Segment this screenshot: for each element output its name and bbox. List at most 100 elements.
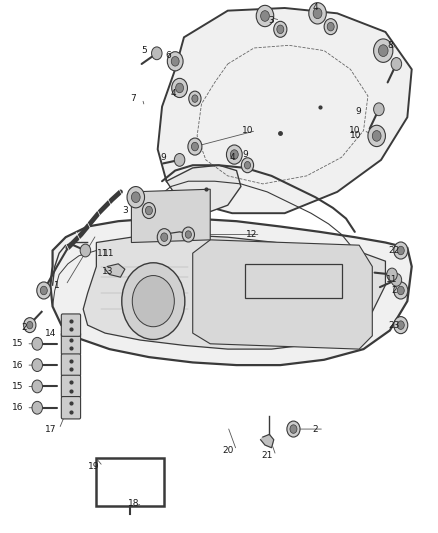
Text: 14: 14 xyxy=(45,329,56,337)
Text: 3: 3 xyxy=(122,206,128,215)
Circle shape xyxy=(397,321,404,329)
Circle shape xyxy=(274,21,287,37)
Text: 18: 18 xyxy=(128,499,139,508)
Circle shape xyxy=(290,425,297,433)
Circle shape xyxy=(176,83,184,93)
Circle shape xyxy=(241,158,254,173)
Circle shape xyxy=(374,103,384,116)
Text: 4: 4 xyxy=(313,4,318,12)
Text: 12: 12 xyxy=(246,230,258,239)
Circle shape xyxy=(277,25,284,34)
Circle shape xyxy=(391,58,402,70)
Circle shape xyxy=(182,227,194,242)
Text: 11: 11 xyxy=(97,249,109,257)
Text: 3: 3 xyxy=(268,16,275,25)
Circle shape xyxy=(191,142,198,151)
Polygon shape xyxy=(261,434,274,448)
Circle shape xyxy=(161,233,168,241)
Circle shape xyxy=(157,229,171,246)
Text: 9: 9 xyxy=(161,153,166,161)
Circle shape xyxy=(32,380,42,393)
Circle shape xyxy=(391,273,402,286)
Circle shape xyxy=(226,145,242,164)
Circle shape xyxy=(188,138,202,155)
Circle shape xyxy=(131,192,140,203)
Circle shape xyxy=(287,421,300,437)
Circle shape xyxy=(387,268,397,281)
Text: 20: 20 xyxy=(222,446,233,455)
Circle shape xyxy=(397,286,404,295)
Circle shape xyxy=(132,276,174,327)
Polygon shape xyxy=(158,8,412,213)
Text: 2: 2 xyxy=(392,286,397,295)
Polygon shape xyxy=(193,240,372,349)
Circle shape xyxy=(192,95,198,102)
Text: 9: 9 xyxy=(356,108,361,116)
Circle shape xyxy=(127,187,145,208)
Text: 4: 4 xyxy=(230,153,235,161)
Text: 10: 10 xyxy=(350,132,361,140)
Circle shape xyxy=(122,263,185,340)
FancyBboxPatch shape xyxy=(61,333,81,355)
Text: 22: 22 xyxy=(389,246,400,255)
Circle shape xyxy=(394,282,408,299)
Circle shape xyxy=(372,131,381,141)
FancyBboxPatch shape xyxy=(61,354,81,376)
Text: 11: 11 xyxy=(103,249,114,257)
Circle shape xyxy=(27,321,33,329)
Circle shape xyxy=(32,359,42,372)
Circle shape xyxy=(374,39,393,62)
Circle shape xyxy=(185,231,191,238)
FancyBboxPatch shape xyxy=(61,397,81,419)
Text: 2: 2 xyxy=(21,324,27,332)
Text: 15: 15 xyxy=(12,382,23,391)
Circle shape xyxy=(397,246,404,255)
Text: 10: 10 xyxy=(242,126,253,135)
Circle shape xyxy=(171,56,179,66)
Circle shape xyxy=(32,401,42,414)
Circle shape xyxy=(313,8,322,19)
Text: 16: 16 xyxy=(12,403,23,412)
FancyBboxPatch shape xyxy=(61,375,81,398)
Polygon shape xyxy=(83,235,385,349)
Polygon shape xyxy=(131,189,210,243)
Circle shape xyxy=(324,19,337,35)
Circle shape xyxy=(32,337,42,350)
Text: 1: 1 xyxy=(54,281,60,289)
Circle shape xyxy=(40,286,47,295)
Text: 5: 5 xyxy=(141,46,148,55)
Text: 11: 11 xyxy=(386,276,398,284)
Text: 2: 2 xyxy=(313,425,318,433)
Text: 17: 17 xyxy=(45,425,56,433)
Circle shape xyxy=(174,154,185,166)
Circle shape xyxy=(394,317,408,334)
Polygon shape xyxy=(166,165,241,213)
Polygon shape xyxy=(245,264,342,298)
Text: 8: 8 xyxy=(387,41,393,50)
Text: 7: 7 xyxy=(131,94,137,103)
Text: 6: 6 xyxy=(166,52,172,60)
Polygon shape xyxy=(105,264,125,277)
Text: 15: 15 xyxy=(12,340,23,348)
Circle shape xyxy=(189,91,201,106)
Circle shape xyxy=(327,22,334,31)
Circle shape xyxy=(368,125,385,147)
Circle shape xyxy=(80,244,91,257)
Circle shape xyxy=(24,318,36,333)
FancyBboxPatch shape xyxy=(61,314,81,336)
Text: 4: 4 xyxy=(170,89,176,98)
Circle shape xyxy=(230,150,238,159)
Circle shape xyxy=(142,203,155,219)
Circle shape xyxy=(256,5,274,27)
Circle shape xyxy=(167,52,183,71)
Circle shape xyxy=(172,78,187,98)
Text: 9: 9 xyxy=(242,150,248,159)
Text: 13: 13 xyxy=(102,268,113,276)
Circle shape xyxy=(378,45,388,56)
Text: 19: 19 xyxy=(88,462,100,471)
Circle shape xyxy=(244,161,251,169)
Text: 23: 23 xyxy=(389,321,400,329)
Polygon shape xyxy=(50,219,412,365)
Circle shape xyxy=(145,206,152,215)
Circle shape xyxy=(309,3,326,24)
